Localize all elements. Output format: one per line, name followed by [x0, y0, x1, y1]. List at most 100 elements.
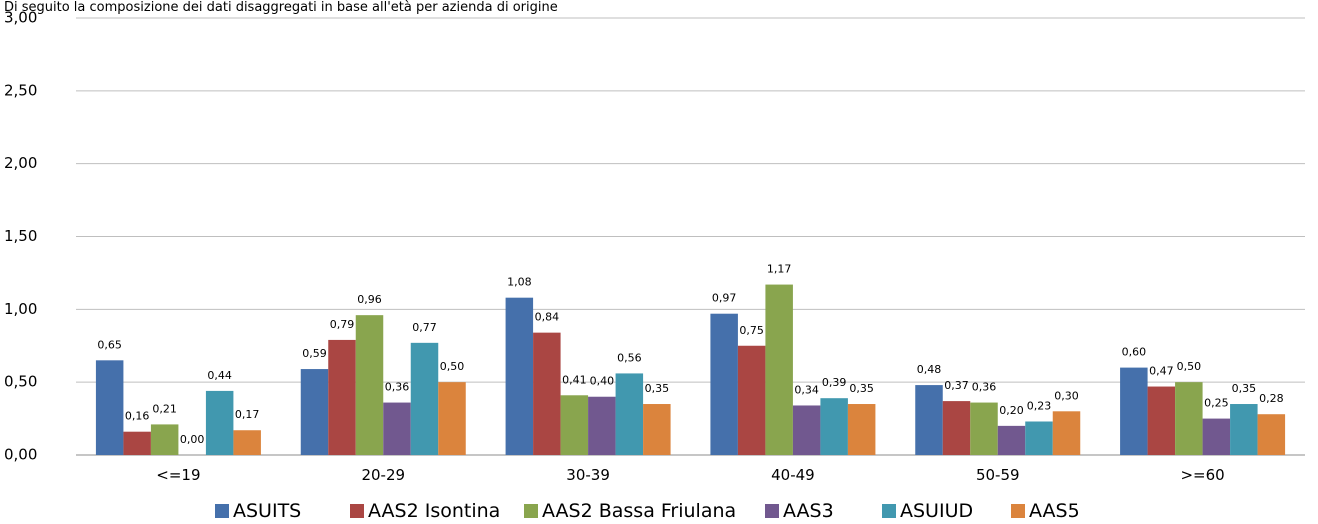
data-label: 0,37 [944, 379, 969, 392]
y-axis-tick-labels: 0,00 0,50 1,00 1,50 2,00 2,50 3,00 [4, 9, 37, 464]
data-label: 0,39 [822, 376, 847, 389]
x-category-label: <=19 [156, 466, 200, 484]
data-label: 0,50 [440, 360, 465, 373]
bar [150, 424, 179, 455]
data-label: 1,17 [767, 263, 792, 276]
data-label: 0,35 [849, 382, 874, 395]
bar [997, 425, 1026, 455]
bar [123, 431, 151, 455]
legend-swatch [350, 504, 364, 518]
bar [737, 345, 766, 455]
partial-caption-text: Di seguito la composizione dei dati disa… [4, 0, 558, 15]
bar [1147, 386, 1176, 455]
x-category-label: >=60 [1180, 466, 1224, 484]
data-label: 0,65 [97, 338, 122, 351]
legend-label: AAS2 Bassa Friulana [542, 500, 736, 522]
legend-swatch [524, 504, 538, 518]
bar [765, 284, 793, 455]
x-category-label: 20-29 [361, 466, 405, 484]
bar [588, 396, 616, 455]
x-category-label: 50-59 [976, 466, 1020, 484]
bar [615, 373, 644, 455]
bars [95, 284, 1286, 455]
data-label: 0,48 [917, 363, 942, 376]
gridlines [76, 17, 1305, 456]
bar [820, 398, 848, 455]
legend-label: AAS5 [1029, 500, 1080, 522]
data-label: 0,47 [1149, 365, 1174, 378]
data-label: 0,16 [125, 410, 150, 423]
legend-swatch [1011, 504, 1025, 518]
y-tick-label: 0,50 [4, 373, 37, 391]
legend-swatch [882, 504, 896, 518]
data-label: 0,35 [1232, 382, 1257, 395]
bar [233, 430, 261, 455]
data-label: 0,50 [1177, 360, 1202, 373]
data-label: 0,28 [1259, 392, 1284, 405]
bar [1202, 418, 1231, 455]
y-tick-label: 2,50 [4, 81, 37, 99]
bar [1120, 367, 1148, 455]
legend-label: ASUITS [233, 500, 301, 522]
legend-swatch [215, 504, 229, 518]
data-labels: 0,65 0,59 1,08 0,97 0,48 0,60 0,16 0,79 0,84 0,75… [97, 263, 1283, 446]
bar [438, 382, 466, 455]
data-label: 1,08 [507, 276, 532, 289]
bar [1052, 411, 1081, 455]
bar [792, 405, 821, 455]
data-label: 0,36 [385, 381, 410, 394]
data-label: 0,84 [535, 311, 560, 324]
legend-label: AAS3 [783, 500, 834, 522]
data-label: 0,34 [794, 383, 819, 396]
y-tick-label: 0,00 [4, 446, 37, 464]
y-tick-label: 3,00 [4, 9, 37, 27]
data-label: 0,17 [235, 408, 260, 421]
data-label: 0,56 [617, 351, 642, 364]
data-label: 0,36 [972, 381, 997, 394]
legend-label: ASUIUD [900, 500, 973, 522]
bar [328, 339, 356, 455]
data-label: 0,97 [712, 292, 737, 305]
data-label: 0,21 [152, 402, 177, 415]
data-label: 0,25 [1204, 397, 1229, 410]
data-label: 0,96 [357, 293, 382, 306]
legend: ASUITS AAS2 Isontina AAS2 Bassa Friulana AA… [215, 500, 1080, 522]
data-label: 0,79 [330, 318, 355, 331]
data-label: 0,20 [999, 404, 1024, 417]
bar [300, 369, 329, 455]
bar [505, 297, 534, 455]
data-label: 0,44 [207, 369, 232, 382]
bar [355, 315, 384, 455]
bar [970, 402, 998, 455]
x-axis-category-labels: <=19 20-29 30-39 40-49 50-59 >=60 [156, 466, 1224, 484]
bar [1257, 414, 1286, 455]
bar [1175, 382, 1203, 455]
data-label: 0,77 [412, 321, 437, 334]
data-label: 0,40 [590, 375, 615, 388]
bar [383, 402, 411, 455]
bar [643, 404, 671, 455]
y-tick-label: 1,50 [4, 227, 37, 245]
bar [95, 360, 124, 455]
legend-label: AAS2 Isontina [368, 500, 500, 522]
bar [942, 401, 971, 455]
x-category-label: 40-49 [771, 466, 815, 484]
bar [410, 342, 439, 455]
bar [847, 404, 876, 455]
y-tick-label: 2,00 [4, 154, 37, 172]
data-label: 0,41 [562, 373, 587, 386]
data-label: 0,75 [739, 324, 764, 337]
data-label: 0,60 [1122, 346, 1147, 359]
bar [533, 332, 561, 455]
bar [205, 390, 234, 455]
data-label: 0,00 [180, 433, 205, 446]
bar [710, 313, 738, 455]
data-label: 0,35 [645, 382, 670, 395]
bar [915, 385, 943, 455]
bar [560, 395, 589, 455]
data-label: 0,30 [1054, 389, 1079, 402]
legend-swatch [765, 504, 779, 518]
x-category-label: 30-39 [566, 466, 610, 484]
bar [1230, 404, 1258, 455]
